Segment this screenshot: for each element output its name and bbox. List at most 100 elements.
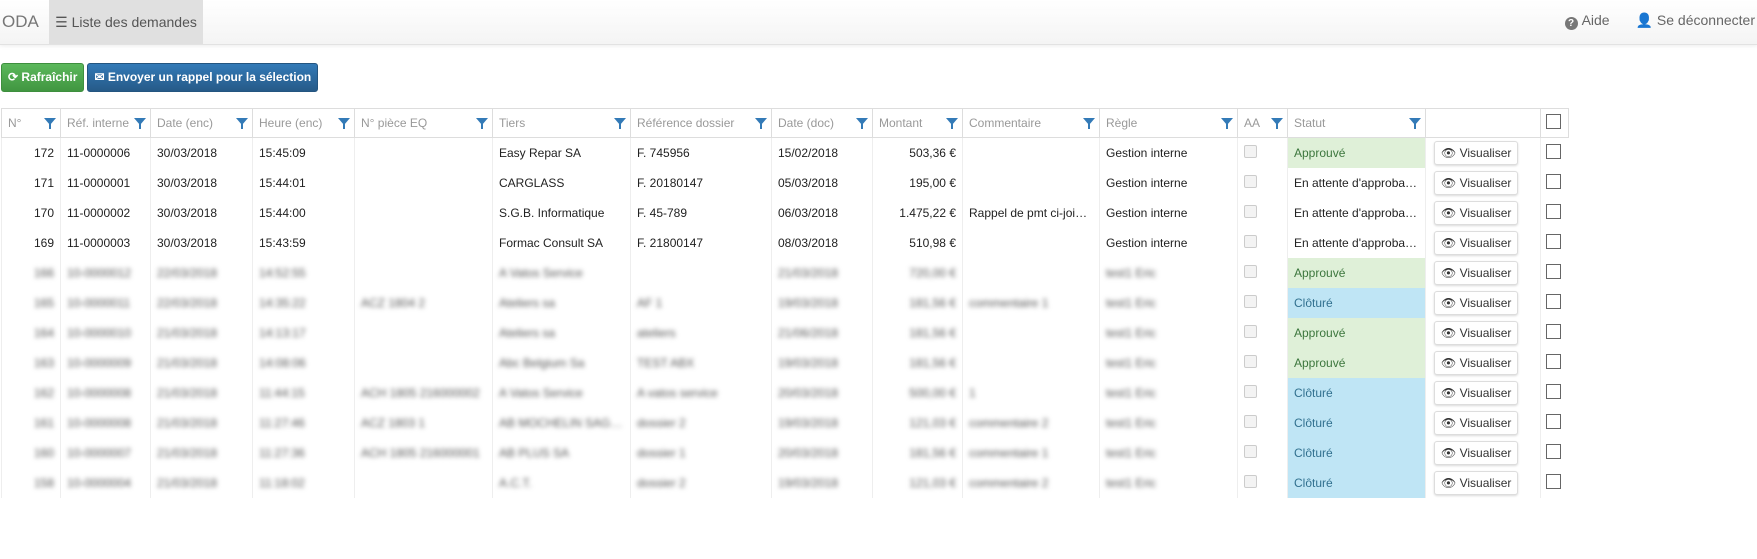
column-header[interactable]: Tiers [492, 108, 631, 138]
aa-checkbox[interactable] [1244, 145, 1257, 158]
cell-6: dossier 2 [630, 468, 772, 498]
filter-icon[interactable] [44, 118, 56, 129]
cell-1: 10-0000009 [60, 348, 151, 378]
row-select-checkbox[interactable] [1546, 144, 1561, 159]
select-all-checkbox[interactable] [1546, 114, 1561, 129]
column-header[interactable]: Référence dossier [630, 108, 772, 138]
column-header[interactable]: Réf. interne [60, 108, 151, 138]
aa-checkbox[interactable] [1244, 265, 1257, 278]
column-header[interactable]: N° pièce EQ [354, 108, 493, 138]
column-header[interactable]: Règle [1099, 108, 1238, 138]
row-select-checkbox[interactable] [1546, 444, 1561, 459]
aa-checkbox[interactable] [1244, 415, 1257, 428]
table-row[interactable]: 166 10-0000012 22/03/2018 14:52:55 A Vatos S… [1, 258, 1569, 288]
aa-checkbox[interactable] [1244, 355, 1257, 368]
view-button[interactable]: 👁 Visualiser [1434, 201, 1519, 225]
cell-10: Gestion interne [1099, 137, 1238, 168]
cell-5: Abc Belgium Sa [492, 348, 631, 378]
table-row[interactable]: 161 10-0000008 21/03/2018 11:27:46 ACZ 1803 … [1, 408, 1569, 438]
filter-icon[interactable] [856, 118, 868, 129]
row-select-checkbox[interactable] [1546, 234, 1561, 249]
row-select-checkbox[interactable] [1546, 414, 1561, 429]
view-button[interactable]: 👁 Visualiser [1434, 381, 1519, 405]
table-row[interactable]: 165 10-0000011 22/03/2018 14:35:22 ACZ 1804 … [1, 288, 1569, 318]
row-select-checkbox[interactable] [1546, 324, 1561, 339]
brand[interactable]: ODA [2, 12, 39, 31]
cell-7: 19/03/2018 [771, 348, 873, 378]
row-select-checkbox[interactable] [1546, 474, 1561, 489]
cell-2: 21/03/2018 [150, 378, 253, 408]
send-reminder-button[interactable]: ✉ Envoyer un rappel pour la sélection [87, 63, 319, 92]
column-header[interactable]: Date (enc) [150, 108, 253, 138]
filter-icon[interactable] [134, 118, 146, 129]
logout-link[interactable]: 👤 Se déconnecter [1635, 12, 1755, 28]
status-cell: Approuvé [1287, 258, 1426, 288]
table-row[interactable]: 164 10-0000010 21/03/2018 14:13:17 Ateliers … [1, 318, 1569, 348]
table-row[interactable]: 172 11-0000006 30/03/2018 15:45:09 Easy Repa… [1, 137, 1569, 168]
aa-checkbox[interactable] [1244, 295, 1257, 308]
column-header[interactable]: Montant [872, 108, 963, 138]
table-row[interactable]: 162 10-0000008 21/03/2018 11:44:15 ACH 1805 … [1, 378, 1569, 408]
row-select-checkbox[interactable] [1546, 174, 1561, 189]
filter-icon[interactable] [1271, 118, 1283, 129]
cell-1: 10-0000012 [60, 258, 151, 288]
row-select-checkbox[interactable] [1546, 264, 1561, 279]
filter-icon[interactable] [1409, 118, 1421, 129]
filter-icon[interactable] [476, 118, 488, 129]
row-select-checkbox[interactable] [1546, 204, 1561, 219]
aa-checkbox[interactable] [1244, 445, 1257, 458]
view-button[interactable]: 👁 Visualiser [1434, 171, 1519, 195]
cell-6 [630, 258, 772, 288]
row-select-checkbox[interactable] [1546, 354, 1561, 369]
filter-icon[interactable] [1083, 118, 1095, 129]
filter-icon[interactable] [1221, 118, 1233, 129]
filter-icon[interactable] [236, 118, 248, 129]
nav-tab-requests[interactable]: ☰ Liste des demandes [49, 0, 203, 44]
row-select-checkbox[interactable] [1546, 384, 1561, 399]
column-header[interactable]: Heure (enc) [252, 108, 355, 138]
table-row[interactable]: 163 10-0000009 21/03/2018 14:08:06 Abc Belgi… [1, 348, 1569, 378]
filter-icon[interactable] [614, 118, 626, 129]
cell-2: 21/03/2018 [150, 408, 253, 438]
view-button[interactable]: 👁 Visualiser [1434, 141, 1519, 165]
view-button[interactable]: 👁 Visualiser [1434, 321, 1519, 345]
view-button[interactable]: 👁 Visualiser [1434, 261, 1519, 285]
table-row[interactable]: 160 10-0000007 21/03/2018 11:27:36 ACH 1805 … [1, 438, 1569, 468]
filter-icon[interactable] [755, 118, 767, 129]
requests-table: N° Réf. interne Date (enc) Heure (enc) N° pi… [1, 108, 1569, 498]
view-button[interactable]: 👁 Visualiser [1434, 441, 1519, 465]
cell-3: 15:44:01 [252, 168, 355, 198]
column-header[interactable]: Commentaire [962, 108, 1100, 138]
table-row[interactable]: 170 11-0000002 30/03/2018 15:44:00 S.G.B. In… [1, 198, 1569, 228]
row-select-checkbox[interactable] [1546, 294, 1561, 309]
cell-4 [354, 198, 493, 228]
column-header[interactable]: AA [1237, 108, 1288, 138]
filter-icon[interactable] [338, 118, 350, 129]
column-header[interactable]: Statut [1287, 108, 1426, 138]
aa-checkbox[interactable] [1244, 175, 1257, 188]
view-button[interactable]: 👁 Visualiser [1434, 471, 1519, 495]
cell-0: 164 [1, 318, 61, 348]
aa-checkbox[interactable] [1244, 325, 1257, 338]
cell-11 [1237, 228, 1288, 258]
refresh-button[interactable]: ⟳ Rafraîchir [1, 63, 85, 92]
view-button[interactable]: 👁 Visualiser [1434, 411, 1519, 435]
cell-11 [1237, 168, 1288, 198]
view-button[interactable]: 👁 Visualiser [1434, 231, 1519, 255]
filter-icon[interactable] [946, 118, 958, 129]
table-row[interactable]: 158 10-0000004 21/03/2018 11:18:02 A.C.T. dos… [1, 468, 1569, 498]
view-button[interactable]: 👁 Visualiser [1434, 291, 1519, 315]
cell-0: 172 [1, 137, 61, 168]
aa-checkbox[interactable] [1244, 475, 1257, 488]
cell-11 [1237, 468, 1288, 498]
aa-checkbox[interactable] [1244, 235, 1257, 248]
table-row[interactable]: 171 11-0000001 30/03/2018 15:44:01 CARGLASS F… [1, 168, 1569, 198]
table-row[interactable]: 169 11-0000003 30/03/2018 15:43:59 Formac Co… [1, 228, 1569, 258]
aa-checkbox[interactable] [1244, 205, 1257, 218]
view-button[interactable]: 👁 Visualiser [1434, 351, 1519, 375]
cell-4 [354, 228, 493, 258]
column-header[interactable]: N° [1, 108, 61, 138]
column-header[interactable]: Date (doc) [771, 108, 873, 138]
aa-checkbox[interactable] [1244, 385, 1257, 398]
help-link[interactable]: ? Aide [1564, 12, 1610, 30]
